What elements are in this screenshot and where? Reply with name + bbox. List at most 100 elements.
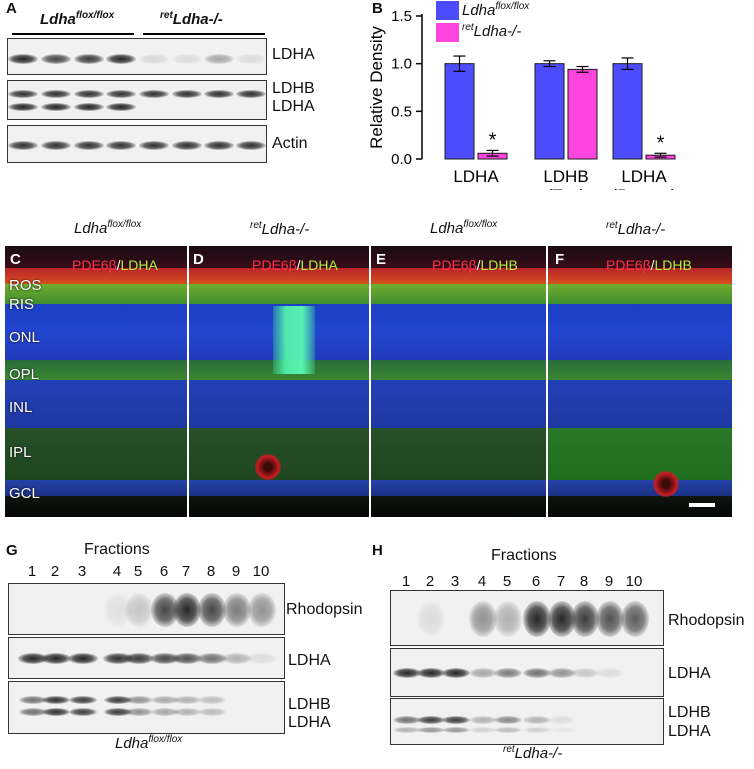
ldha-band [74, 103, 104, 111]
panel-h-fractions-title: Fractions [491, 547, 557, 564]
ldha-band [41, 652, 71, 664]
panel-g-fractions-title: Fractions [84, 541, 150, 558]
ldhb-band [442, 716, 470, 724]
blot-g-ldha [8, 637, 285, 679]
ldha-band [417, 668, 445, 678]
ldha-band [548, 727, 576, 733]
panel-letter-g: G [6, 542, 18, 559]
g-label-ldha: LDHA [288, 652, 331, 669]
retina-bottom-dark [5, 496, 187, 517]
retina-opl-green [548, 360, 732, 382]
retina-onl-blue [5, 304, 187, 362]
ldhb-band [41, 90, 71, 98]
g-label-ldha-lower: LDHA [288, 714, 331, 731]
fraction-number: 9 [231, 563, 241, 580]
panel-letter-c: C [10, 251, 21, 268]
retina-ros-red [371, 268, 546, 286]
ldhb-band [69, 696, 97, 704]
ldha-band [124, 652, 154, 664]
rhodopsin-band [596, 601, 624, 637]
retina-ris-green [5, 284, 187, 306]
label-actin: Actin [272, 135, 308, 152]
fraction-number: 2 [50, 563, 60, 580]
panel-g-genotype: Ldhaflox/flox [115, 734, 183, 752]
ldhb-band [523, 716, 551, 724]
layer-gcl: GCL [9, 485, 40, 502]
retina-ris-green [548, 284, 732, 306]
group2-underline [143, 33, 265, 35]
h-label-ldha: LDHA [668, 665, 711, 682]
ldha-band [8, 54, 38, 64]
blot-ldha [7, 38, 267, 75]
actin-band [8, 140, 38, 150]
ldha-band [548, 668, 576, 678]
layer-ipl: IPL [9, 444, 32, 461]
retina-top-dark [189, 246, 369, 270]
retina-ros-red [548, 268, 732, 286]
bar [534, 63, 565, 160]
fraction-number: 1 [27, 563, 37, 580]
ldha-band [523, 727, 551, 733]
fraction-number: 8 [206, 563, 216, 580]
ldha-band [198, 708, 226, 716]
ldhb-band [198, 696, 226, 704]
bar [567, 68, 598, 160]
actin-band [236, 140, 266, 150]
ldha-band [173, 708, 201, 716]
ldha-band [68, 652, 98, 664]
ldha-band [18, 652, 48, 664]
rhodopsin-band [104, 593, 132, 627]
retina-gcl-blue [548, 480, 732, 498]
ldhb-band [172, 90, 202, 98]
ldhb-band [173, 696, 201, 704]
actin-band [74, 140, 104, 150]
bar [612, 63, 643, 160]
bar [444, 63, 475, 160]
h-label-ldhb: LDHB [668, 704, 711, 721]
retina-gcl-blue [371, 480, 546, 498]
retina-bottom-dark [371, 496, 546, 517]
label-ldha: LDHA [272, 46, 315, 63]
ldha-band [523, 668, 551, 678]
fraction-number: 9 [604, 573, 614, 590]
ldha-band [19, 708, 47, 716]
retina-inl-blue [548, 380, 732, 430]
ldha-band [103, 652, 133, 664]
blot-ldhb-ldha [7, 80, 267, 120]
group1-underline [12, 33, 134, 35]
ko-column-green [273, 306, 315, 374]
retina-inl-blue [371, 380, 546, 430]
ldha-band [139, 54, 169, 64]
legend-entry-flox: Ldhaflox/flox [462, 1, 530, 19]
significance-star: * [489, 129, 497, 151]
x-category-sublabel: (Top) [547, 186, 586, 190]
x-category-label: LDHB [543, 167, 588, 186]
ldhb-band [469, 716, 497, 724]
stain-label-f: PDE6β/LDHB [606, 257, 692, 273]
actin-band [139, 140, 169, 150]
red-cell-d [255, 454, 281, 480]
ldha-band [393, 668, 421, 678]
actin-band [106, 140, 136, 150]
fraction-number: 7 [556, 573, 566, 590]
ldha-band [172, 652, 202, 664]
panel-letter-h: H [372, 542, 383, 559]
y-axis-label: Relative Density [367, 26, 386, 149]
ldha-band [204, 54, 234, 64]
blot-g-rhodopsin [8, 583, 285, 635]
ldhb-band [236, 90, 266, 98]
rhodopsin-band [173, 593, 201, 627]
h-label-ldha-lower: LDHA [668, 723, 711, 740]
red-cell-f [653, 471, 679, 497]
rhodopsin-band [571, 601, 599, 637]
ldha-band [393, 727, 421, 733]
ldha-band [42, 708, 70, 716]
fraction-number: 10 [625, 573, 643, 590]
ldha-band [494, 727, 522, 733]
rhodopsin-band [223, 593, 251, 627]
ldha-band [172, 54, 202, 64]
retina-image-d [189, 246, 371, 517]
label-ldhb: LDHB [272, 80, 315, 97]
ldhb-band [42, 696, 70, 704]
retina-bottom-dark [548, 496, 732, 517]
